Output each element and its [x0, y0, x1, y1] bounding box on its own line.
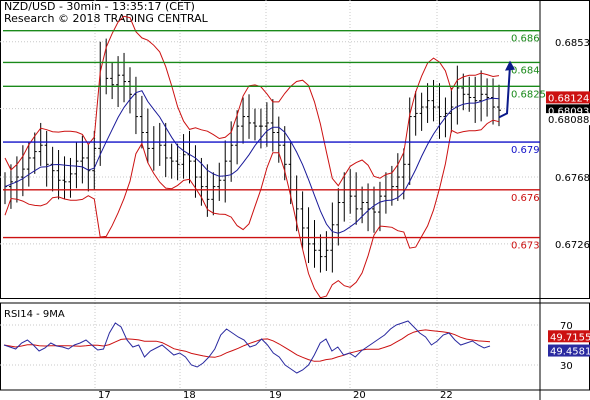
- level-label: 0.676: [511, 193, 540, 204]
- moving-average-line: [4, 90, 500, 234]
- chart-title: NZD/USD - 30min - 13:35:17 (CET): [4, 0, 195, 13]
- level-label: 0.686: [511, 34, 540, 45]
- forecast-arrowhead: [505, 60, 515, 71]
- bollinger-upper-band: [4, 15, 500, 187]
- level-label: 0.673: [511, 241, 540, 252]
- price-box: [546, 91, 590, 104]
- rsi-tick-label: 70: [560, 321, 573, 332]
- price-box: [546, 113, 590, 126]
- bollinger-lower-band: [4, 119, 500, 299]
- price-box-label: 0.68093: [548, 106, 589, 117]
- rsi-tick-label: 30: [560, 361, 573, 372]
- rsi-value-box: [548, 330, 590, 343]
- rsi-panel-title: RSI14 - 9MA: [4, 309, 65, 320]
- chart-copyright: Research © 2018 TRADING CENTRAL: [4, 12, 208, 25]
- forecast-arrow: [498, 65, 511, 119]
- y-tick-label: 0.6853: [555, 38, 590, 49]
- price-box-label: 0.68088: [548, 115, 589, 126]
- y-tick-label: 0.6726: [555, 240, 590, 251]
- x-tick-label: 19: [269, 390, 282, 400]
- rsi-ma-line: [3, 329, 491, 362]
- rsi-line: [3, 320, 491, 374]
- x-tick-label: 20: [353, 390, 366, 400]
- rsi-frame: [0, 302, 590, 391]
- rsi-value-label: 49.4581: [550, 347, 590, 358]
- level-label: 0.679: [511, 145, 540, 156]
- y-tick-label: 0.6768: [555, 173, 590, 184]
- price-box-label: 0.68124: [548, 93, 589, 104]
- rsi-value-box: [548, 344, 590, 357]
- rsi-value-label: 49.7155: [550, 332, 590, 343]
- level-label: 0.684: [511, 65, 540, 76]
- x-tick-label: 17: [98, 390, 111, 400]
- x-tick-label: 18: [183, 390, 196, 400]
- x-tick-label: 22: [440, 390, 453, 400]
- level-label: 0.6825: [511, 89, 546, 100]
- rsi-plot-area: 70 30 49.7155 49.4581: [0, 302, 590, 391]
